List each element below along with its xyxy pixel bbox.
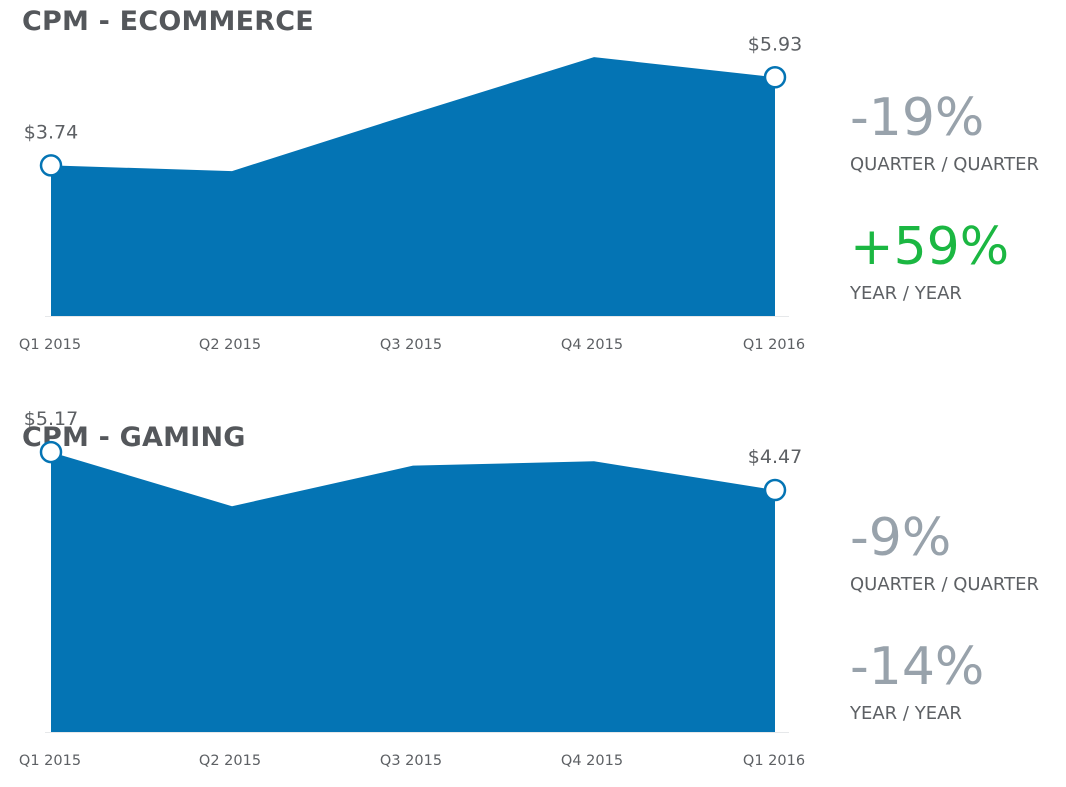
stat-label: YEAR / YEAR <box>850 703 962 724</box>
data-label: $5.93 <box>748 33 802 55</box>
point-marker <box>39 154 63 177</box>
x-tick-label: Q2 2015 <box>199 753 261 769</box>
area-series <box>51 57 775 316</box>
x-tick-label: Q4 2015 <box>561 753 623 769</box>
data-label: $4.47 <box>748 446 802 468</box>
x-tick-label: Q1 2015 <box>19 753 81 769</box>
stat-value: -14% <box>850 637 985 697</box>
stat-ecommerce-qoq: -19% QUARTER / QUARTER <box>850 92 1039 175</box>
stat-label: YEAR / YEAR <box>850 283 962 304</box>
stat-value: -9% <box>850 508 952 568</box>
stat-gaming-qoq: -9% QUARTER / QUARTER <box>850 512 1039 595</box>
x-tick-label: Q1 2015 <box>19 337 81 353</box>
stat-value: +59% <box>850 217 1010 277</box>
x-tick-label: Q1 2016 <box>743 753 805 769</box>
stat-value: -19% <box>850 88 985 148</box>
x-tick-label: Q4 2015 <box>561 337 623 353</box>
stat-label: QUARTER / QUARTER <box>850 574 1039 595</box>
point-marker <box>763 66 787 89</box>
stat-ecommerce-yoy: +59% YEAR / YEAR <box>850 221 1009 304</box>
x-tick-label: Q3 2015 <box>380 337 442 353</box>
stat-label: QUARTER / QUARTER <box>850 154 1039 175</box>
x-tick-label: Q1 2016 <box>743 337 805 353</box>
x-tick-label: Q2 2015 <box>199 337 261 353</box>
data-label: $3.74 <box>24 121 78 143</box>
chart-title-ecommerce: CPM - ECOMMERCE <box>22 6 314 37</box>
point-marker <box>39 440 63 464</box>
x-tick-label: Q3 2015 <box>380 753 442 769</box>
point-marker <box>763 478 787 502</box>
area-series <box>51 452 775 732</box>
stat-gaming-yoy: -14% YEAR / YEAR <box>850 641 984 724</box>
data-label: $5.17 <box>24 408 78 430</box>
